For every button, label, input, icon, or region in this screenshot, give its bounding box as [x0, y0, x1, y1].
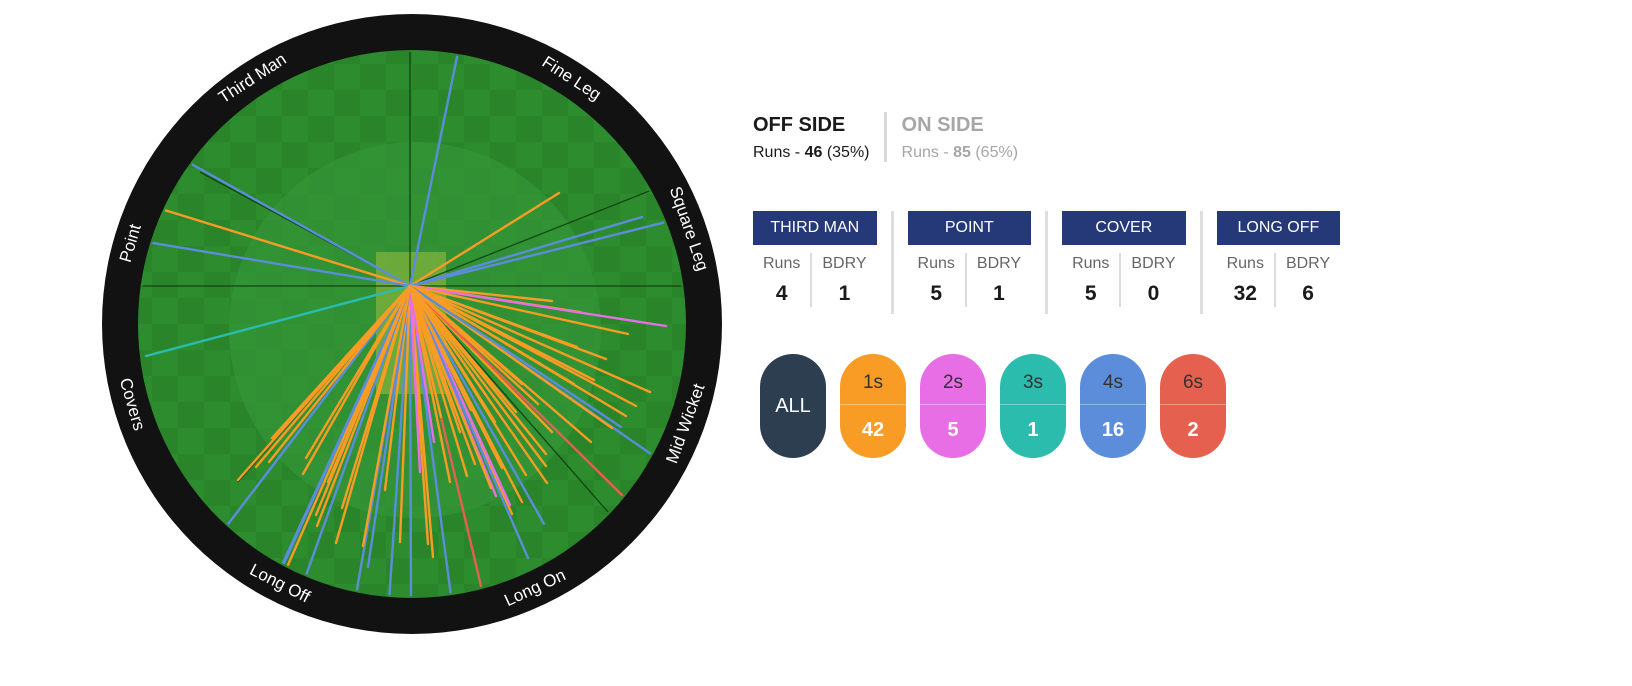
shot-line-4s: [387, 284, 412, 596]
filter-count: 2: [1160, 404, 1226, 458]
shot-line-1s: [408, 284, 443, 419]
zone-third-man: THIRD MAN Runs 4 BDRY 1: [753, 211, 877, 314]
zone-title: LONG OFF: [1216, 211, 1341, 245]
shot-line-1s: [408, 284, 630, 336]
bdry-value: 0: [1147, 282, 1160, 305]
filter-6s-button[interactable]: 6s 2: [1160, 354, 1226, 458]
shot-line-1s: [408, 284, 473, 412]
shot-filters: ALL 1s 42 2s 5 3s 1 4s 16 6s 2: [760, 354, 1240, 458]
zone-title: POINT: [907, 211, 1032, 245]
shot-line-1s: [326, 284, 412, 484]
shot-line-4s: [298, 284, 412, 594]
runs-label: Runs: [1072, 255, 1110, 272]
shot-line-1s: [408, 284, 548, 468]
divider: [890, 211, 894, 314]
bdry-value: 1: [838, 282, 851, 305]
shot-line-4s: [408, 284, 413, 596]
bdry-label: BDRY: [976, 255, 1022, 272]
shot-line-1s: [408, 284, 469, 478]
filter-3s-button[interactable]: 3s 1: [1000, 354, 1066, 458]
bdry-value: 6: [1302, 282, 1314, 305]
shot-line-4s: [175, 154, 412, 288]
shot-line-2s: [408, 284, 668, 328]
bdry-label: BDRY: [822, 255, 867, 272]
shot-line-1s: [408, 284, 462, 434]
zone-cover: COVER Runs 5 BDRY 0: [1062, 211, 1186, 314]
shot-line-1s: [408, 284, 608, 361]
divider: [1045, 211, 1049, 314]
filter-4s-button[interactable]: 4s 16: [1080, 354, 1146, 458]
zone-stats-row: THIRD MAN Runs 4 BDRY 1 POINT Runs 5 BDRY 1 …: [753, 211, 1341, 314]
shot-line-4s: [408, 52, 460, 288]
runs-label: Runs: [763, 255, 801, 272]
zone-long-off: LONG OFF Runs 32 BDRY 6: [1216, 211, 1341, 314]
runs-label: Runs: [917, 255, 955, 272]
shot-line-4s: [279, 284, 412, 572]
bdry-label: BDRY: [1285, 255, 1331, 272]
shot-line-4s: [408, 284, 546, 526]
filter-count: 1: [1000, 404, 1066, 458]
shot-line-3s: [144, 284, 412, 358]
shot-line-4s: [366, 284, 412, 569]
filter-count: 16: [1080, 404, 1146, 458]
filter-label: 6s: [1182, 372, 1204, 393]
filter-1s-button[interactable]: 1s 42: [840, 354, 906, 458]
shot-line-2s: [408, 284, 436, 444]
bdry-label: BDRY: [1131, 255, 1176, 272]
shot-line-1s: [408, 284, 497, 424]
off-side-tab[interactable]: OFF SIDE Runs - 46 (35%): [753, 112, 884, 162]
shot-line-4s: [408, 284, 623, 429]
runs-value: 5: [1084, 282, 1097, 305]
divider: [1199, 211, 1203, 314]
filter-2s-button[interactable]: 2s 5: [920, 354, 986, 458]
off-side-runs: Runs - 46 (35%): [753, 144, 870, 161]
shot-line-1s: [408, 284, 488, 397]
shot-line-1s: [254, 284, 412, 469]
shot-line-1s: [408, 284, 638, 408]
off-side-title: OFF SIDE: [753, 114, 846, 136]
shot-line-4s: [140, 238, 412, 288]
shot-line-2s: [408, 284, 422, 474]
shot-line-1s: [408, 191, 561, 288]
shot-line-1s: [408, 284, 518, 414]
on-side-runs: Runs - 85 (65%): [901, 144, 1019, 161]
on-side-title: ON SIDE: [901, 114, 984, 136]
runs-value: 4: [775, 282, 788, 305]
shot-line-1s: [270, 284, 412, 440]
shot-line-4s: [408, 217, 680, 288]
shot-line-1s: [361, 284, 412, 548]
bdry-value: 1: [993, 282, 1005, 305]
shot-line-1s: [301, 284, 412, 476]
shot-line-4s: [408, 215, 644, 288]
shot-line-1s: [408, 284, 493, 490]
filter-all-button[interactable]: ALL: [760, 354, 826, 458]
shot-line-1s: [408, 284, 576, 386]
zone-title: THIRD MAN: [753, 211, 877, 245]
runs-value: 32: [1233, 282, 1257, 305]
filter-label: 1s: [862, 372, 884, 393]
shot-line-1s: [156, 206, 412, 288]
shot-line-1s: [408, 284, 652, 394]
runs-value: 5: [930, 282, 943, 305]
filter-count: 5: [920, 404, 986, 458]
filter-label: 4s: [1102, 372, 1124, 393]
on-side-tab[interactable]: ON SIDE Runs - 85 (65%): [883, 112, 1033, 162]
shot-line-6s: [408, 284, 630, 503]
zone-point: POINT Runs 5 BDRY 1: [907, 211, 1032, 314]
zone-title: COVER: [1062, 211, 1186, 245]
side-summary: OFF SIDE Runs - 46 (35%) ON SIDE Runs - …: [753, 112, 1032, 162]
filter-label: ALL: [775, 394, 811, 417]
filter-label: 3s: [1022, 372, 1044, 393]
shot-line-4s: [408, 284, 530, 560]
filter-label: 2s: [942, 372, 964, 393]
shot-line-1s: [408, 284, 524, 386]
runs-label: Runs: [1226, 255, 1264, 272]
shot-line-1s: [408, 284, 435, 559]
shot-line-1s: [340, 284, 412, 510]
shot-line-1s: [398, 284, 412, 544]
filter-count: 42: [840, 404, 906, 458]
